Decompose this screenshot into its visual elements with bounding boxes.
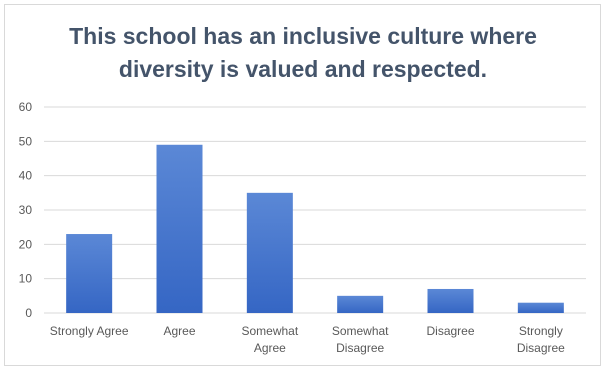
y-axis-tick-labels: 0 10 20 30 40 50 60 (19, 100, 33, 320)
chart-title-line-2: diversity is valued and respected. (118, 56, 488, 82)
x-tick-label: Strongly Agree (50, 324, 129, 338)
bar (337, 295, 384, 313)
y-tick-label: 60 (19, 100, 33, 114)
bar (427, 288, 474, 313)
x-tick-label: Somewhat (241, 324, 298, 338)
bar (156, 144, 203, 313)
gridlines (44, 106, 586, 314)
y-tick-label: 50 (19, 134, 33, 148)
x-tick-label: Disagree (336, 341, 384, 355)
y-tick-label: 40 (19, 169, 33, 183)
bars (66, 144, 564, 313)
bar (66, 234, 113, 313)
chart-title-line-1: This school has an inclusive culture whe… (69, 23, 537, 49)
bar (517, 302, 564, 313)
x-axis-tick-labels: Strongly Agree Agree Somewhat Agree Somewhat… (50, 324, 565, 355)
x-tick-label: Agree (254, 341, 286, 355)
chart-title: This school has an inclusive culture whe… (0, 20, 606, 86)
y-tick-label: 0 (25, 306, 32, 320)
x-tick-label: Disagree (426, 324, 474, 338)
x-tick-label: Disagree (517, 341, 565, 355)
x-tick-label: Agree (163, 324, 195, 338)
bar (246, 192, 293, 313)
x-tick-label: Somewhat (332, 324, 389, 338)
y-tick-label: 20 (19, 237, 33, 251)
x-tick-label: Strongly (519, 324, 563, 338)
y-tick-label: 10 (19, 272, 33, 286)
y-tick-label: 30 (19, 203, 33, 217)
